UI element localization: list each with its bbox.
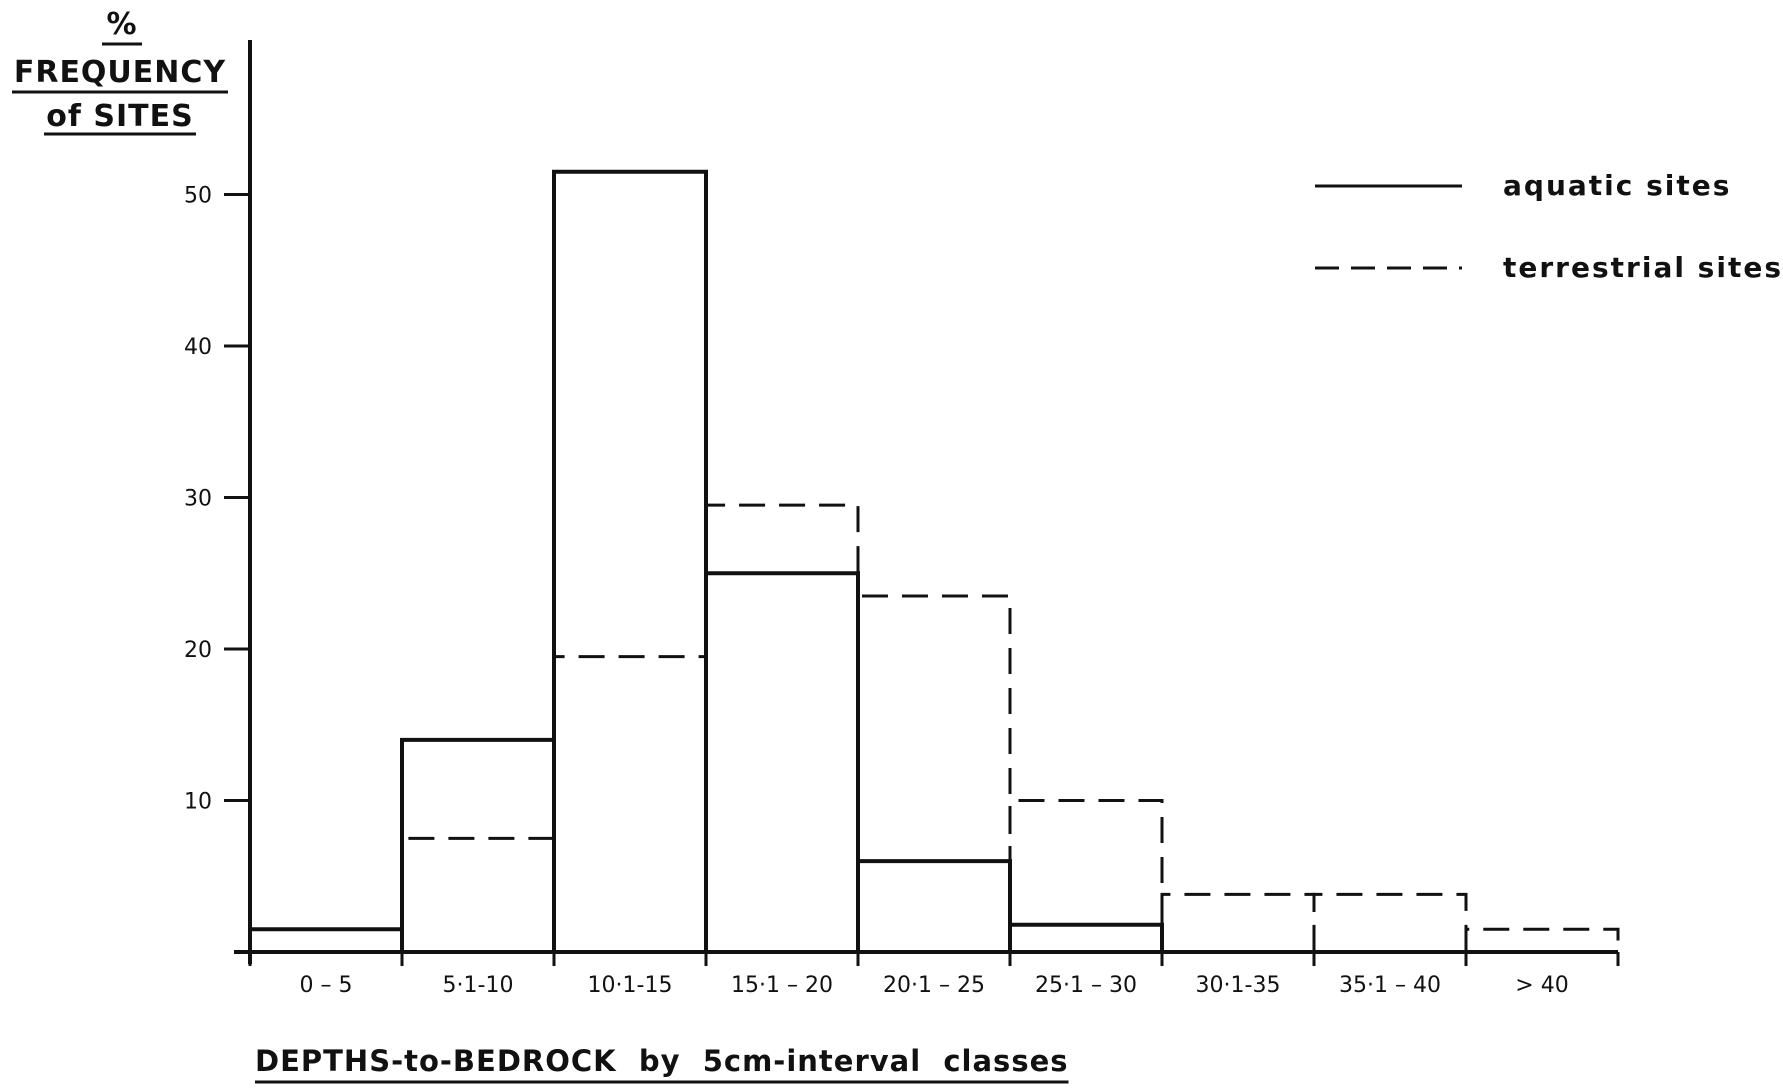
aquatic-bar — [400, 737, 556, 952]
aquatic-bar — [856, 859, 1012, 952]
x-tick-label: 25·1 – 30 — [1035, 973, 1137, 998]
aquatic-bar — [704, 571, 860, 952]
terrestrial-bar — [400, 836, 556, 952]
x-tick-label: 30·1-35 — [1196, 973, 1281, 998]
x-tick-label: 15·1 – 20 — [731, 973, 833, 998]
aquatic-bar — [552, 169, 708, 952]
y-axis-title: % FREQUENCY of SITES — [12, 7, 228, 136]
bars — [248, 169, 1620, 952]
aquatic-bar — [1008, 922, 1164, 952]
y-axis-title-line-2: FREQUENCY — [14, 55, 227, 90]
x-tick-label: 20·1 – 25 — [883, 973, 985, 998]
terrestrial-bar — [552, 655, 708, 952]
terrestrial-bar — [856, 594, 1012, 952]
legend: aquatic sites terrestrial sites — [1315, 169, 1783, 284]
y-axis-title-line-1: % — [106, 7, 137, 42]
y-tick-label: 10 — [184, 790, 212, 815]
legend-label-terrestrial: terrestrial sites — [1503, 251, 1783, 284]
terrestrial-bar — [1008, 799, 1164, 952]
legend-label-aquatic: aquatic sites — [1503, 169, 1731, 202]
x-axis-title: DEPTHS-to-BEDROCK by 5cm-interval classe… — [255, 1044, 1069, 1078]
x-tick-label: 10·1-15 — [588, 973, 673, 998]
terrestrial-bar — [1312, 892, 1468, 952]
x-tick-label: 5·1-10 — [443, 973, 514, 998]
x-tick-label: 0 – 5 — [300, 973, 353, 998]
x-tick-label: > 40 — [1515, 973, 1568, 998]
terrestrial-bar — [1464, 927, 1620, 952]
aquatic-bar — [248, 927, 404, 952]
x-tick-label: 35·1 – 40 — [1339, 973, 1441, 998]
y-axis-title-line-3: of SITES — [46, 99, 193, 134]
axes: 10 20 30 40 50 0 – 5 5·1-10 10·1-15 15·1 – 20 20·… — [184, 40, 1620, 998]
y-tick-label: 50 — [184, 184, 212, 209]
y-tick-label: 20 — [184, 638, 212, 663]
terrestrial-bar — [1160, 892, 1316, 952]
y-tick-label: 40 — [184, 335, 212, 360]
y-tick-label: 30 — [184, 487, 212, 512]
